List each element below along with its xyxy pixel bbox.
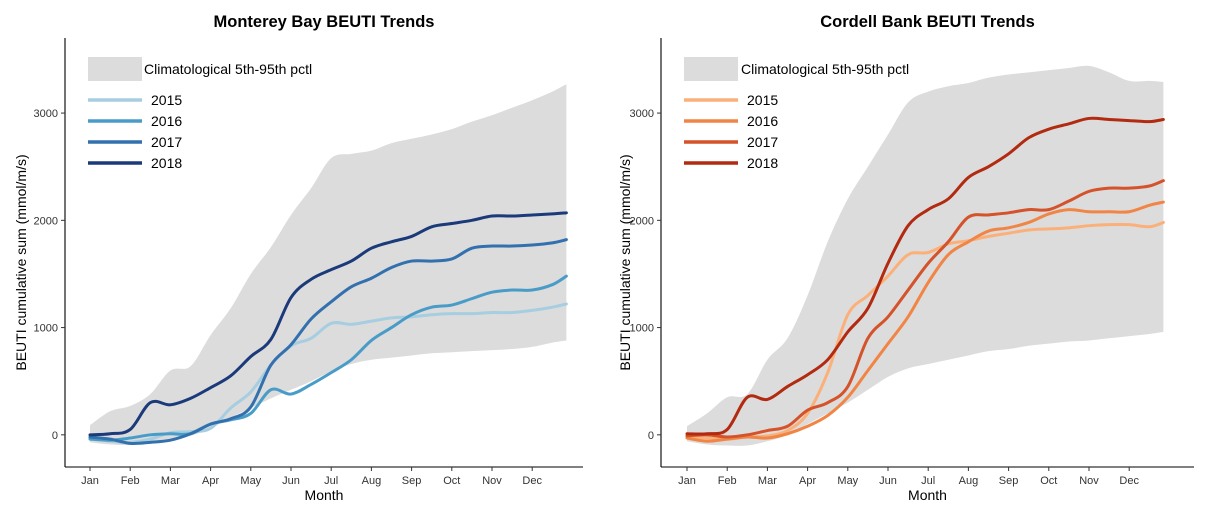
y-axis-label: BEUTI cumulative sum (mmol/m/s)	[13, 154, 29, 370]
chart-svg: Cordell Bank BEUTI Trends 0 1000 2000 3000 Ja…	[617, 13, 1194, 503]
x-tick-label: Aug	[959, 475, 979, 487]
x-tick-label: Dec	[522, 475, 542, 487]
x-tick-label: Mar	[758, 475, 777, 487]
legend-band-label: Climatological 5th-95th pctl	[741, 61, 909, 77]
legend-label-2018: 2018	[747, 155, 778, 171]
legend-label-2016: 2016	[151, 113, 182, 129]
y-tick-label: 3000	[34, 108, 58, 120]
x-tick-label: Jan	[81, 475, 99, 487]
y-tick-label: 0	[52, 430, 58, 442]
legend-band-swatch	[684, 57, 738, 81]
y-tick-label: 0	[648, 430, 654, 442]
legend-label-2015: 2015	[151, 92, 182, 108]
chart-title: Monterey Bay BEUTI Trends	[214, 13, 435, 31]
series-line-2015	[685, 220, 1165, 441]
x-tick-label: Jan	[678, 475, 696, 487]
legend-band-label: Climatological 5th-95th pctl	[144, 61, 312, 77]
legend: Climatological 5th-95th pctl 2015 2016 2017…	[684, 57, 909, 171]
climatology-band	[90, 84, 567, 446]
x-tick-label: Sep	[402, 475, 422, 487]
series-line-2016	[88, 274, 568, 442]
y-tick-label: 1000	[34, 323, 58, 335]
series-line-2018	[685, 116, 1165, 436]
x-tick-label: Nov	[482, 475, 502, 487]
x-tick-label: Jun	[879, 475, 897, 487]
x-tick-label: Oct	[443, 475, 460, 487]
y-tick-label: 2000	[630, 215, 654, 227]
legend-label-2018: 2018	[151, 155, 182, 171]
y-tick-label: 2000	[34, 215, 58, 227]
climatology-band	[687, 65, 1164, 446]
legend-label-2017: 2017	[151, 134, 182, 150]
x-tick-label: Nov	[1079, 475, 1099, 487]
legend-label-2015: 2015	[747, 92, 778, 108]
x-axis-label: Month	[305, 487, 344, 503]
x-tick-label: Dec	[1119, 475, 1139, 487]
series-line-2017	[88, 238, 568, 446]
x-tick-label: Apr	[799, 475, 816, 487]
x-tick-label: Jul	[921, 475, 935, 487]
chart-svg: Monterey Bay BEUTI Trends 0 1000 2000 3000 Ja…	[13, 13, 583, 503]
x-tick-label: Mar	[161, 475, 180, 487]
legend-band-swatch	[88, 57, 142, 81]
series-line-2016	[685, 200, 1165, 443]
chart-cordell-bank: Cordell Bank BEUTI Trends 0 1000 2000 3000 Ja…	[604, 0, 1209, 517]
legend-label-2017: 2017	[747, 134, 778, 150]
series-line-2017	[685, 179, 1165, 439]
y-tick-label: 3000	[630, 108, 654, 120]
x-tick-label: Jul	[324, 475, 338, 487]
x-axis-label: Month	[908, 487, 947, 503]
x-tick-label: Feb	[121, 475, 140, 487]
x-tick-label: Aug	[362, 475, 382, 487]
chart-title: Cordell Bank BEUTI Trends	[820, 13, 1035, 31]
x-tick-label: May	[837, 475, 858, 487]
chart-monterey-bay: Monterey Bay BEUTI Trends 0 1000 2000 3000 Ja…	[0, 0, 604, 517]
x-tick-label: Oct	[1040, 475, 1057, 487]
x-tick-label: Sep	[999, 475, 1019, 487]
x-tick-label: May	[240, 475, 261, 487]
series-line-2018	[88, 211, 568, 437]
y-tick-label: 1000	[630, 323, 654, 335]
y-axis-label: BEUTI cumulative sum (mmol/m/s)	[617, 154, 633, 370]
x-tick-label: Jun	[282, 475, 300, 487]
x-tick-label: Feb	[718, 475, 737, 487]
legend: Climatological 5th-95th pctl 2015 2016 2017…	[88, 57, 312, 171]
x-tick-label: Apr	[202, 475, 219, 487]
legend-label-2016: 2016	[747, 113, 778, 129]
